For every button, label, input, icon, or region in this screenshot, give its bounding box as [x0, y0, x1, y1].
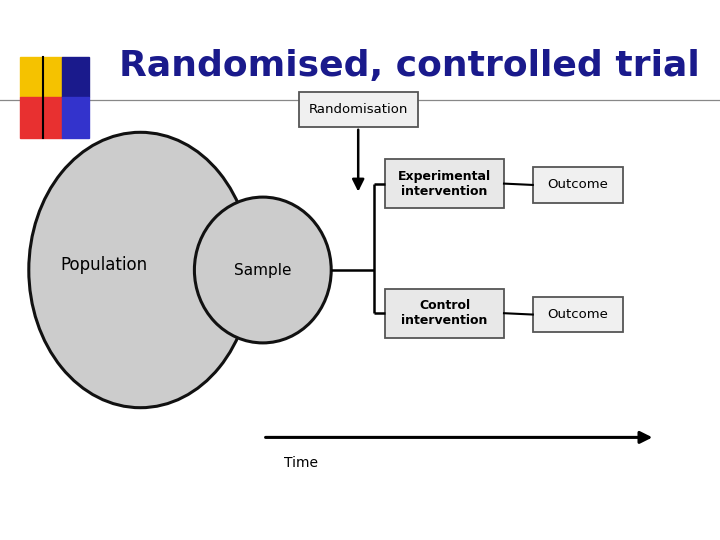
Bar	[20, 57, 62, 97]
Text: Randomisation: Randomisation	[308, 103, 408, 116]
Text: Experimental
intervention: Experimental intervention	[398, 170, 491, 198]
Bar	[20, 97, 62, 138]
Text: Sample: Sample	[234, 262, 292, 278]
Bar	[62, 57, 89, 97]
FancyBboxPatch shape	[385, 159, 504, 208]
Ellipse shape	[29, 132, 252, 408]
Ellipse shape	[194, 197, 331, 343]
Bar	[62, 97, 89, 138]
Text: Population: Population	[60, 255, 148, 274]
FancyBboxPatch shape	[533, 297, 623, 332]
Text: Randomised, controlled trial: Randomised, controlled trial	[119, 50, 700, 83]
Text: Control
intervention: Control intervention	[402, 299, 487, 327]
Text: Outcome: Outcome	[547, 178, 608, 192]
Text: Outcome: Outcome	[547, 308, 608, 321]
Text: Time: Time	[284, 456, 318, 470]
FancyBboxPatch shape	[385, 289, 504, 338]
FancyBboxPatch shape	[299, 92, 418, 127]
FancyBboxPatch shape	[533, 167, 623, 202]
